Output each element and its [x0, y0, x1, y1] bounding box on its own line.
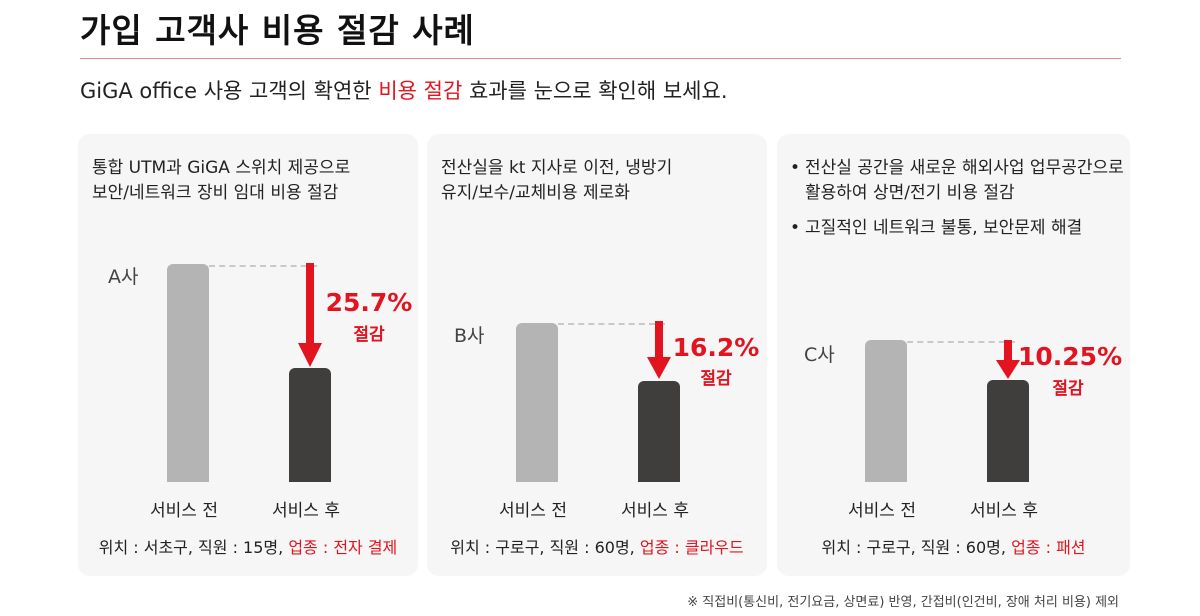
- bar-before-service: [167, 264, 209, 482]
- case-bullet-list: 전산실 공간을 새로운 해외사업 업무공간으로 활용하여 상면/전기 비용 절감…: [789, 156, 1124, 251]
- description-line: 보안/네트워크 장비 임대 비용 절감: [92, 183, 339, 203]
- location-info: 위치 : 구로구, 직원 : 60명,: [450, 538, 640, 557]
- subtitle-text-before: GiGA office 사용 고객의 확연한: [80, 79, 379, 103]
- reduction-percent: 25.7%: [325, 288, 413, 317]
- arrow-down-icon: [996, 340, 1020, 379]
- description-line: 전산실을 kt 지사로 이전, 냉방기: [441, 158, 673, 178]
- x-label-before: 서비스 전: [848, 501, 916, 521]
- footnote: ※ 직접비(통신비, 전기요금, 상면료) 반영, 간접비(인건비, 장애 처리…: [687, 595, 1119, 610]
- reduction-percent: 16.2%: [672, 333, 760, 362]
- bullet-item: 고질적인 네트워크 불통, 보안문제 해결: [789, 216, 1124, 241]
- x-label-after: 서비스 후: [970, 501, 1038, 521]
- x-label-after: 서비스 후: [272, 501, 340, 521]
- company-label: B사: [454, 325, 485, 347]
- bar-before-service: [516, 323, 558, 482]
- page-subtitle: GiGA office 사용 고객의 확연한 비용 절감 효과를 눈으로 확인해…: [80, 75, 728, 105]
- reduction-label: 절감: [700, 369, 732, 389]
- subtitle-text-after: 효과를 눈으로 확인해 보세요.: [462, 79, 728, 103]
- company-label: C사: [804, 344, 835, 366]
- guide-line: [907, 341, 1015, 343]
- case-card-a: 통합 UTM과 GiGA 스위치 제공으로 보안/네트워크 장비 임대 비용 절…: [78, 134, 418, 576]
- industry-info: 업종 : 패션: [1011, 538, 1086, 557]
- location-info: 위치 : 구로구, 직원 : 60명,: [821, 538, 1012, 557]
- x-label-after: 서비스 후: [621, 501, 689, 521]
- description-line: 통합 UTM과 GiGA 스위치 제공으로: [92, 158, 351, 178]
- case-card-c: 전산실 공간을 새로운 해외사업 업무공간으로 활용하여 상면/전기 비용 절감…: [777, 134, 1130, 576]
- bullet-item: 전산실 공간을 새로운 해외사업 업무공간으로 활용하여 상면/전기 비용 절감: [789, 156, 1124, 206]
- x-label-before: 서비스 전: [150, 501, 218, 521]
- case-description: 통합 UTM과 GiGA 스위치 제공으로 보안/네트워크 장비 임대 비용 절…: [92, 156, 408, 206]
- company-info: 위치 : 서초구, 직원 : 15명, 업종 : 전자 결제: [78, 534, 418, 558]
- reduction-label: 절감: [353, 325, 385, 345]
- title-divider: [80, 58, 1121, 59]
- company-info: 위치 : 구로구, 직원 : 60명, 업종 : 패션: [777, 534, 1130, 558]
- reduction-label: 절감: [1052, 379, 1084, 399]
- page-title: 가입 고객사 비용 절감 사례: [80, 11, 475, 50]
- industry-info: 업종 : 전자 결제: [288, 538, 398, 557]
- bar-after-service: [289, 368, 331, 482]
- guide-line: [209, 265, 317, 267]
- subtitle-highlight: 비용 절감: [378, 79, 463, 103]
- description-line: 유지/보수/교체비용 제로화: [441, 183, 630, 203]
- company-label: A사: [108, 266, 139, 288]
- bar-after-service: [987, 380, 1029, 482]
- bar-after-service: [638, 381, 680, 482]
- x-label-before: 서비스 전: [499, 501, 567, 521]
- case-card-b: 전산실을 kt 지사로 이전, 냉방기 유지/보수/교체비용 제로화 B사 16…: [427, 134, 767, 576]
- arrow-down-icon: [298, 263, 322, 367]
- bar-before-service: [865, 340, 907, 482]
- arrow-down-icon: [647, 321, 671, 379]
- company-info: 위치 : 구로구, 직원 : 60명, 업종 : 클라우드: [427, 534, 767, 558]
- guide-line: [558, 323, 665, 325]
- location-info: 위치 : 서초구, 직원 : 15명,: [98, 538, 289, 557]
- industry-info: 업종 : 클라우드: [639, 538, 744, 557]
- case-description: 전산실을 kt 지사로 이전, 냉방기 유지/보수/교체비용 제로화: [441, 156, 757, 206]
- reduction-percent: 10.25%: [1018, 342, 1123, 371]
